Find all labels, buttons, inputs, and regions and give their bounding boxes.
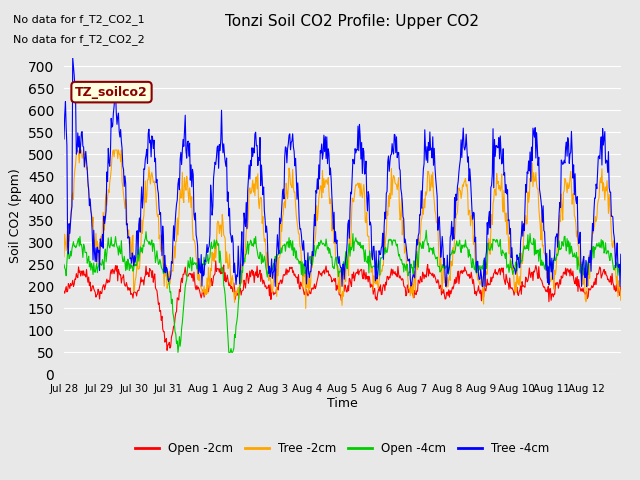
- X-axis label: Time: Time: [327, 397, 358, 410]
- Y-axis label: Soil CO2 (ppm): Soil CO2 (ppm): [10, 168, 22, 264]
- Legend: Open -2cm, Tree -2cm, Open -4cm, Tree -4cm: Open -2cm, Tree -2cm, Open -4cm, Tree -4…: [131, 437, 554, 460]
- Text: TZ_soilco2: TZ_soilco2: [75, 85, 148, 98]
- Text: No data for f_T2_CO2_2: No data for f_T2_CO2_2: [13, 34, 145, 45]
- Text: Tonzi Soil CO2 Profile: Upper CO2: Tonzi Soil CO2 Profile: Upper CO2: [225, 14, 479, 29]
- Text: No data for f_T2_CO2_1: No data for f_T2_CO2_1: [13, 14, 145, 25]
